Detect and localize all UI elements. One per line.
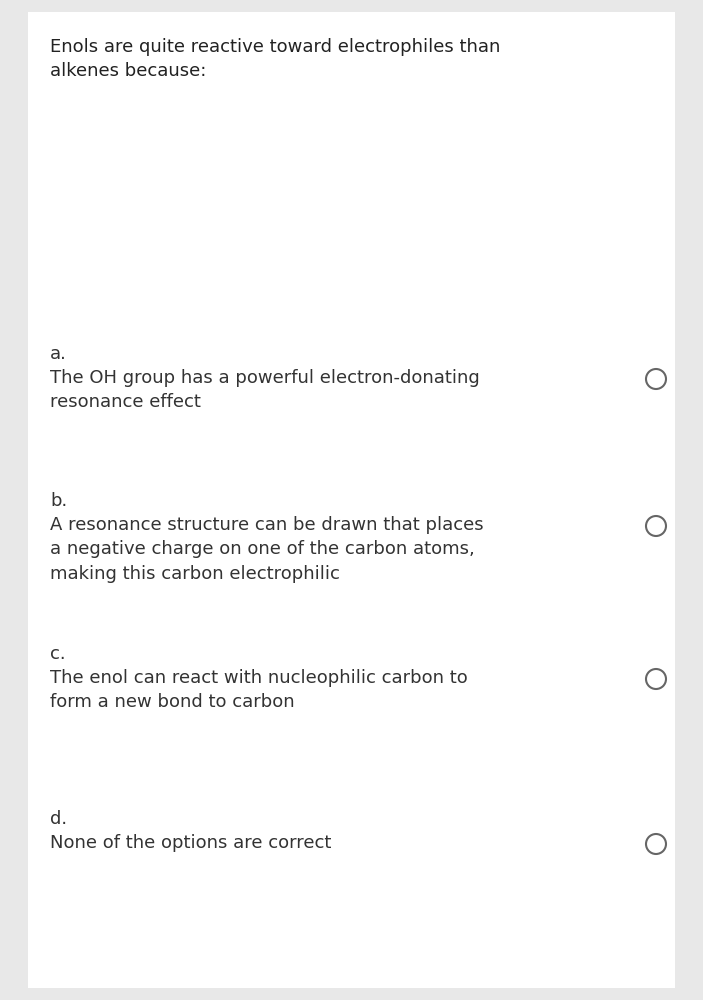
Text: The enol can react with nucleophilic carbon to
form a new bond to carbon: The enol can react with nucleophilic car…: [50, 669, 467, 711]
Text: The OH group has a powerful electron-donating
resonance effect: The OH group has a powerful electron-don…: [50, 369, 479, 411]
Text: None of the options are correct: None of the options are correct: [50, 834, 331, 852]
Text: b.: b.: [50, 492, 67, 510]
Text: Enols are quite reactive toward electrophiles than
alkenes because:: Enols are quite reactive toward electrop…: [50, 38, 501, 80]
Text: d.: d.: [50, 810, 67, 828]
Text: a.: a.: [50, 345, 67, 363]
Text: c.: c.: [50, 645, 65, 663]
Text: A resonance structure can be drawn that places
a negative charge on one of the c: A resonance structure can be drawn that …: [50, 516, 484, 583]
